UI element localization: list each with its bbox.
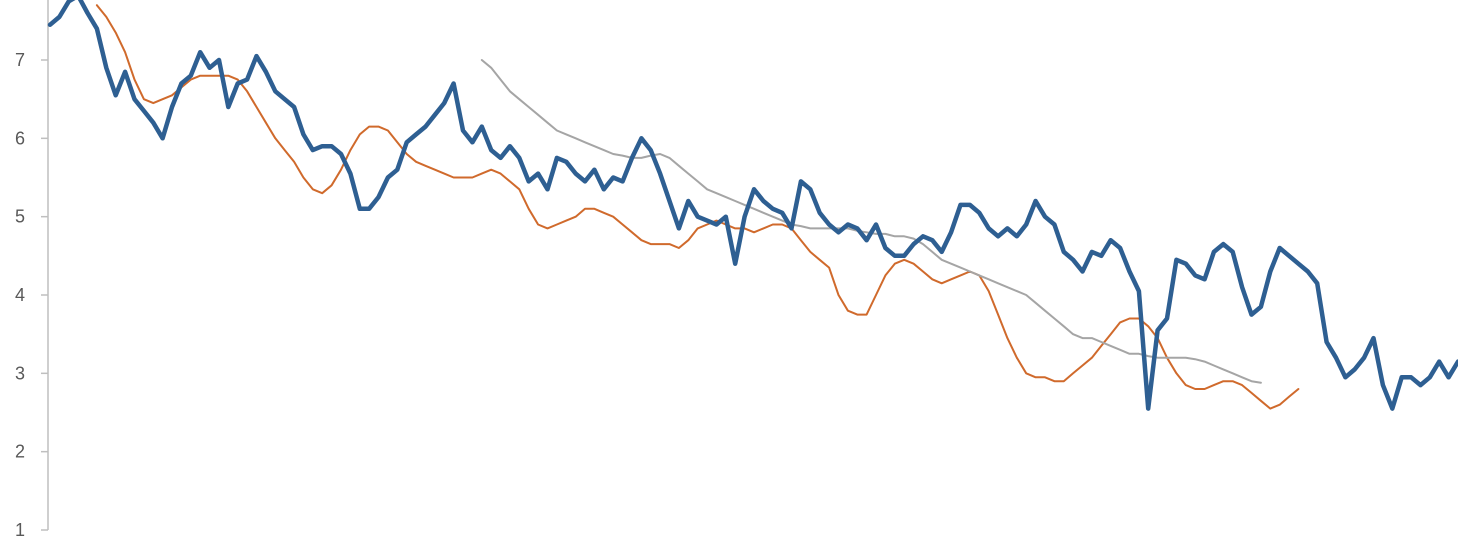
series-layer [47, 0, 1458, 411]
series-line-2 [95, 4, 1300, 410]
y-tick-label: 7 [15, 50, 25, 70]
y-tick-label: 3 [15, 363, 25, 383]
y-tick-label: 5 [15, 207, 25, 227]
series-line-1 [47, 0, 1458, 411]
y-tick-label: 1 [15, 520, 25, 540]
y-tick-label: 6 [15, 128, 25, 148]
y-tick-label: 4 [15, 285, 25, 305]
y-tick-label: 2 [15, 442, 25, 462]
y-axis: 1 2 3 4 5 6 7 [15, 0, 49, 540]
